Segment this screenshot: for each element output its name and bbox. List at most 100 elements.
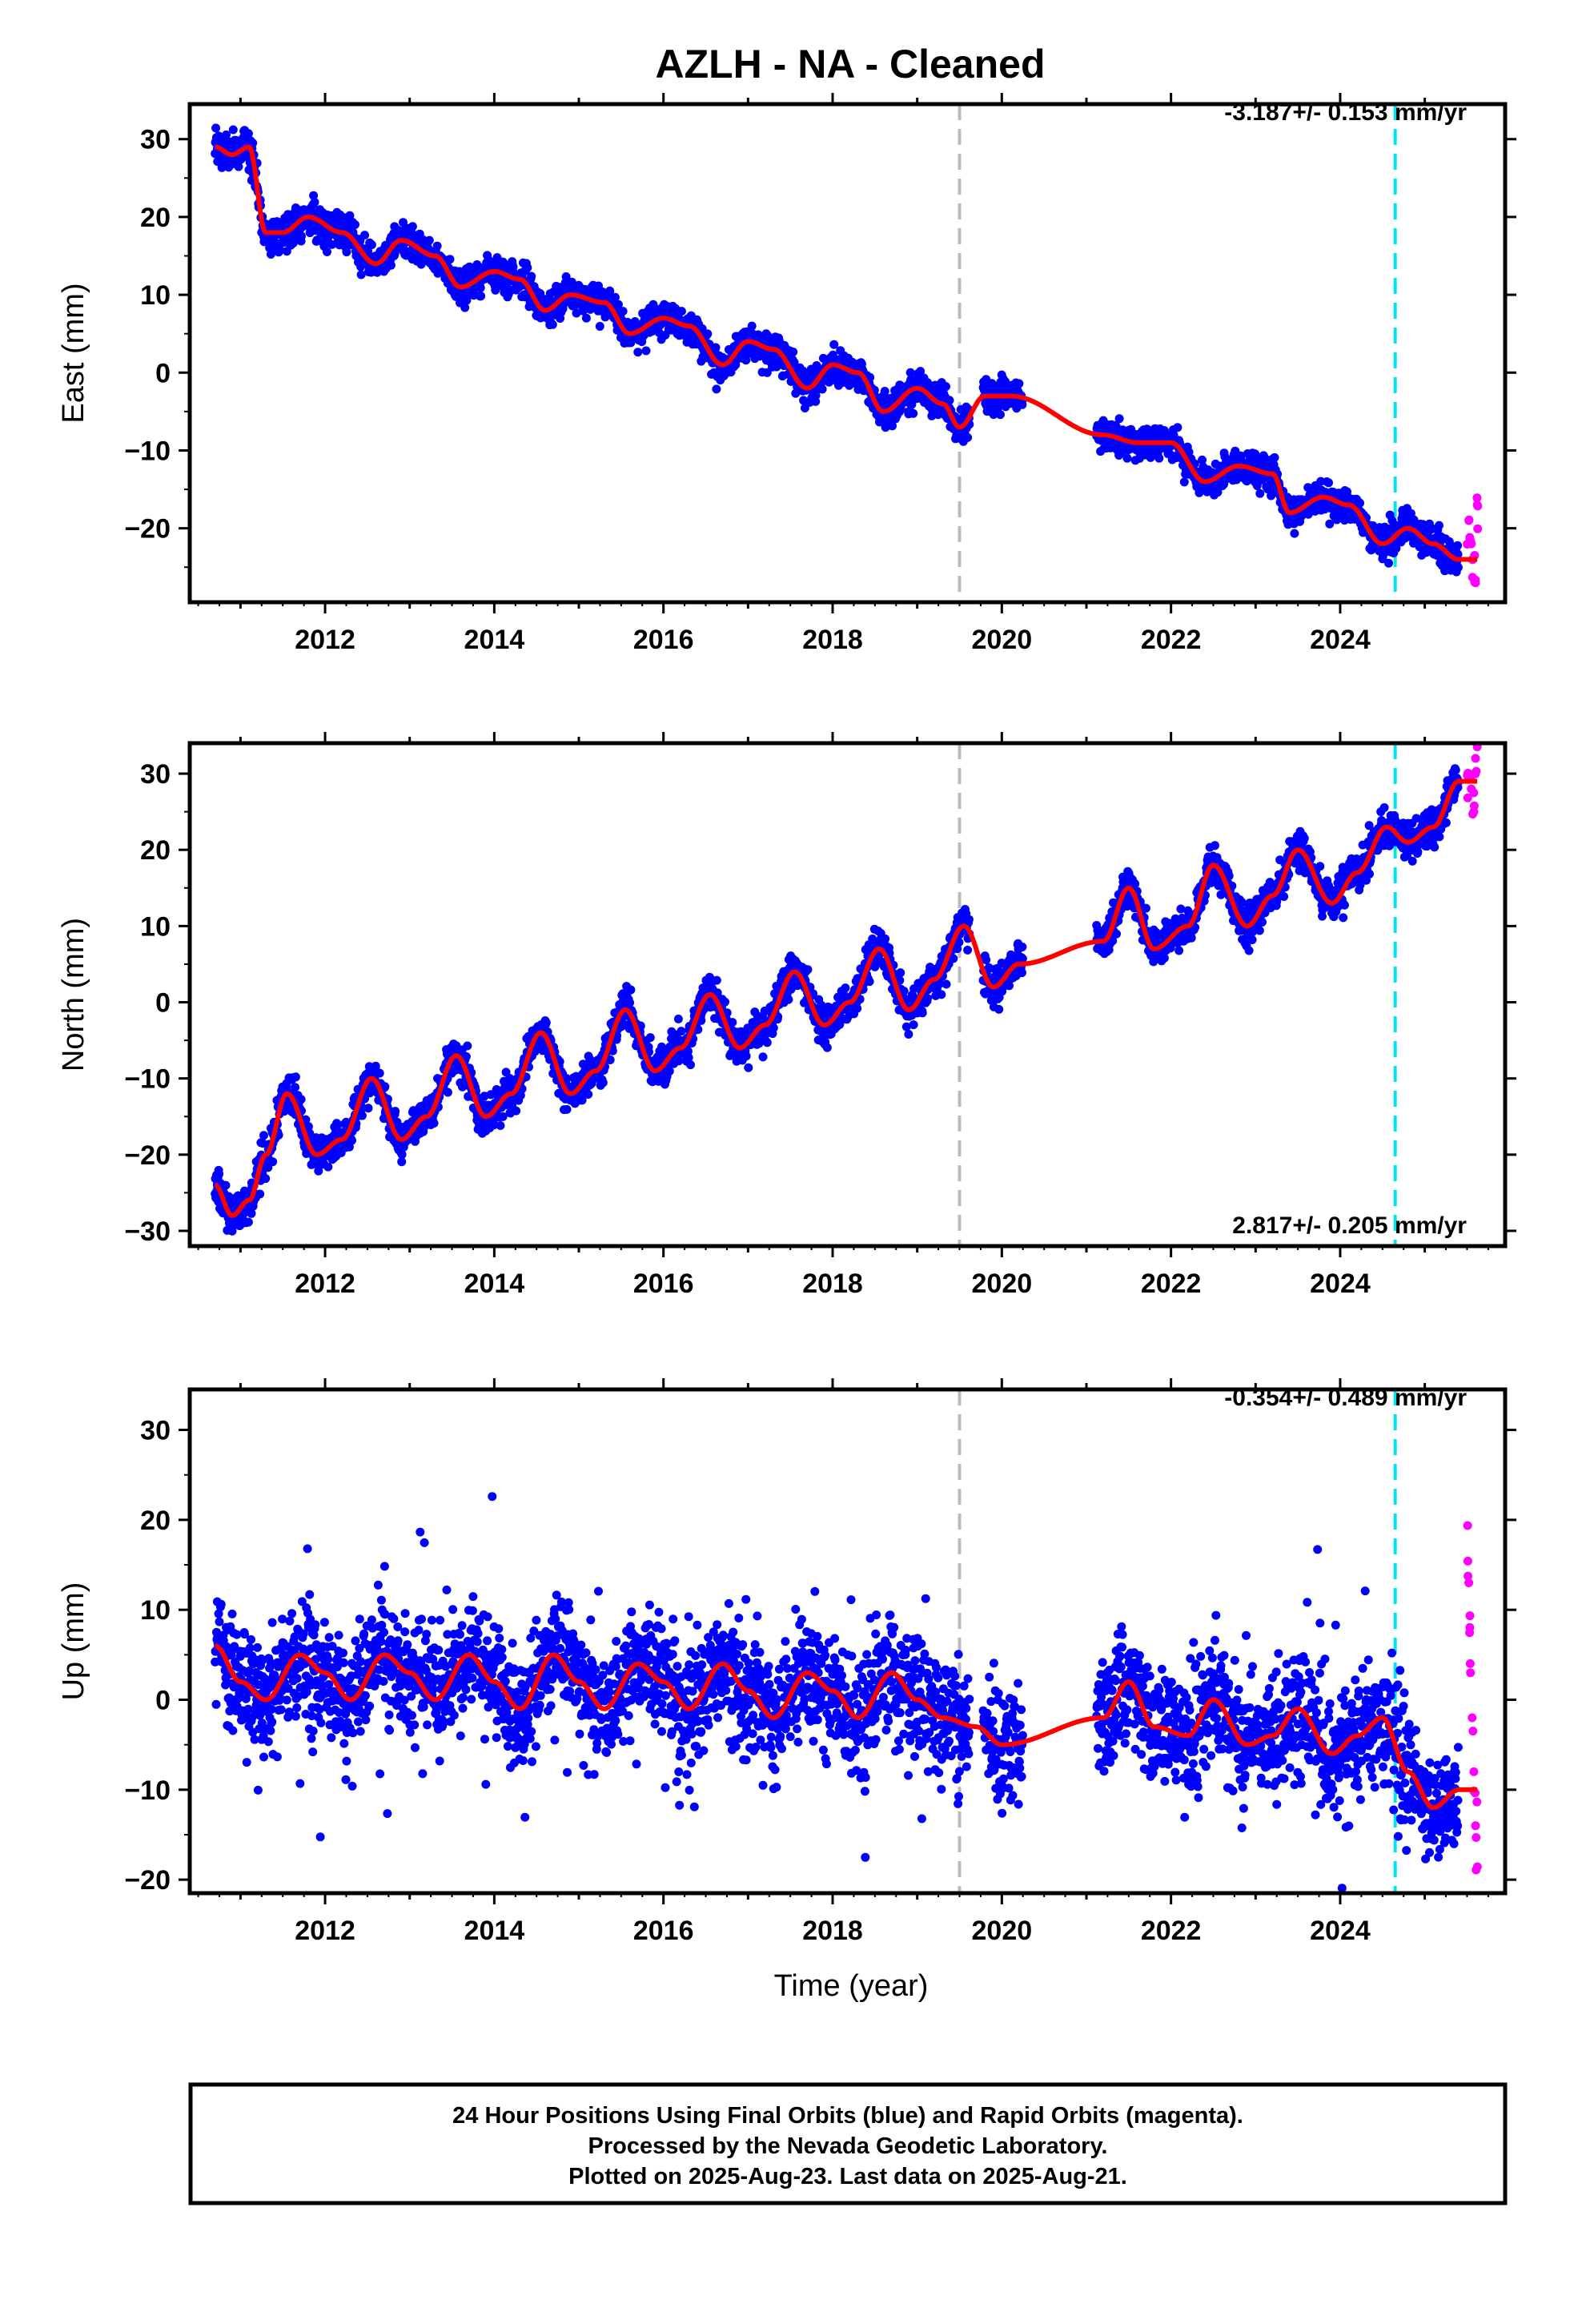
final-orbit-point xyxy=(618,307,628,316)
x-tick-label: 2016 xyxy=(633,625,694,655)
final-orbit-point xyxy=(728,1018,737,1027)
final-orbit-point xyxy=(527,271,536,281)
final-orbit-point xyxy=(1255,489,1265,498)
final-orbit-point xyxy=(625,998,635,1007)
final-orbit-point xyxy=(296,1095,306,1104)
final-orbit-point xyxy=(297,231,306,241)
final-orbit-point xyxy=(255,1189,265,1199)
x-tick-label: 2022 xyxy=(1141,625,1202,655)
final-orbit-point xyxy=(291,1083,299,1092)
rate-label: -3.187+/- 0.153 mm/yr xyxy=(1224,99,1467,126)
final-orbit-point xyxy=(234,162,243,171)
y-tick-label: 30 xyxy=(140,125,171,155)
x-tick-label: 2012 xyxy=(295,625,355,655)
final-orbit-point xyxy=(747,321,757,331)
final-orbit-point xyxy=(1355,498,1364,508)
final-orbit-point xyxy=(762,1038,772,1047)
final-orbit-point xyxy=(763,331,773,340)
rapid-orbit-point xyxy=(1465,533,1475,542)
final-orbit-point xyxy=(677,1027,686,1036)
final-orbit-point xyxy=(476,292,486,301)
final-orbit-point xyxy=(572,308,581,318)
final-orbit-point xyxy=(228,125,238,135)
final-orbit-point xyxy=(610,292,620,302)
final-orbit-point xyxy=(386,260,396,270)
y-tick-label: 0 xyxy=(155,358,171,388)
final-orbit-point xyxy=(261,1174,271,1184)
final-orbit-point xyxy=(712,384,721,394)
final-orbit-point xyxy=(645,1033,655,1043)
final-orbit-point xyxy=(523,263,532,272)
final-orbit-point xyxy=(711,343,721,352)
final-orbit-point xyxy=(288,239,298,248)
final-orbit-point xyxy=(243,1217,253,1227)
final-orbit-point xyxy=(247,1208,256,1218)
final-orbit-point xyxy=(429,1119,439,1128)
y-tick-label: −10 xyxy=(124,436,171,466)
plot-area xyxy=(211,104,1483,602)
final-orbit-point xyxy=(829,340,839,349)
final-orbit-point xyxy=(496,1121,505,1130)
final-orbit-point xyxy=(327,239,337,249)
final-orbit-point xyxy=(561,272,571,281)
final-orbit-point xyxy=(291,1072,300,1082)
final-orbit-point xyxy=(1453,563,1463,572)
final-orbit-point xyxy=(880,387,889,396)
final-orbit-point xyxy=(963,432,973,442)
final-orbit-point xyxy=(817,384,827,394)
final-orbit-point xyxy=(211,123,221,133)
final-orbit-point xyxy=(741,356,751,365)
final-orbit-point xyxy=(508,262,518,271)
final-orbit-point xyxy=(463,1041,472,1051)
y-axis-label: East (mm) xyxy=(57,283,90,423)
final-orbit-point xyxy=(595,322,604,331)
final-orbit-point xyxy=(408,222,417,231)
final-orbit-point xyxy=(432,241,442,251)
final-orbit-point xyxy=(424,235,434,245)
final-orbit-point xyxy=(581,313,591,323)
final-orbit-point xyxy=(1324,478,1333,488)
final-orbit-point xyxy=(1122,453,1132,463)
final-orbit-point xyxy=(443,1088,452,1097)
y-tick-label: −20 xyxy=(124,514,171,545)
final-orbit-point xyxy=(243,129,253,139)
final-orbit-point xyxy=(703,329,713,339)
final-orbit-point xyxy=(476,283,485,292)
final-orbit-point xyxy=(309,191,319,200)
final-orbit-point xyxy=(677,307,686,316)
final-orbit-point xyxy=(641,346,651,356)
final-orbit-point xyxy=(548,320,557,329)
final-orbit-point xyxy=(811,391,821,400)
final-orbit-point xyxy=(391,1107,400,1116)
y-tick-label: 10 xyxy=(140,280,171,311)
final-orbit-point xyxy=(1173,423,1182,432)
final-orbit-point xyxy=(769,1023,778,1033)
final-orbit-point xyxy=(665,1067,674,1076)
final-orbit-point xyxy=(360,231,369,240)
rapid-orbit-point xyxy=(1472,493,1482,503)
final-orbit-point xyxy=(942,382,950,392)
final-orbit-point xyxy=(363,1104,373,1113)
final-orbit-point xyxy=(1453,541,1463,550)
final-orbit-point xyxy=(1384,558,1393,568)
rapid-orbit-point xyxy=(1464,515,1474,525)
final-orbit-point xyxy=(351,220,359,229)
final-orbit-point xyxy=(1290,529,1299,538)
final-orbit-point xyxy=(605,286,615,296)
rapid-orbit-point xyxy=(1473,501,1483,511)
final-orbit-point xyxy=(397,1150,407,1160)
final-orbit-point xyxy=(712,975,721,985)
final-orbit-point xyxy=(375,1068,384,1078)
final-orbit-point xyxy=(1014,379,1024,388)
x-tick-label: 2020 xyxy=(972,625,1033,655)
final-orbit-point xyxy=(357,1111,367,1120)
final-orbit-point xyxy=(512,1106,521,1116)
final-orbit-point xyxy=(686,1060,695,1070)
final-orbit-point xyxy=(221,1180,231,1190)
final-orbit-point xyxy=(584,1090,593,1099)
x-tick-label: 2024 xyxy=(1310,625,1371,655)
x-tick-label: 2014 xyxy=(464,625,525,655)
final-orbit-point xyxy=(342,247,351,257)
x-tick-label: 2018 xyxy=(802,625,863,655)
final-orbit-point xyxy=(673,1014,683,1023)
